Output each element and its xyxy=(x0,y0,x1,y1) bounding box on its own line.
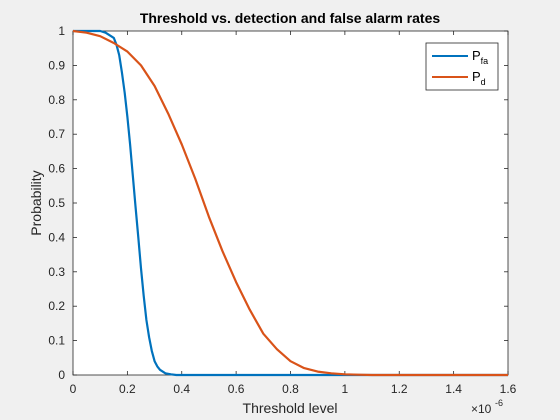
x-tick-label: 1.4 xyxy=(445,382,462,396)
x-axis-label: Threshold level xyxy=(243,400,338,416)
x-tick-label: 0 xyxy=(70,382,77,396)
y-tick-label: 0 xyxy=(58,368,65,382)
y-tick-label: 0.4 xyxy=(48,230,65,244)
series-lines xyxy=(72,29,508,377)
y-tick-label: 1 xyxy=(58,24,65,38)
x-tick-label: 0.6 xyxy=(228,382,245,396)
y-tick-label: 0.7 xyxy=(48,127,65,141)
legend-label-pd-sub: d xyxy=(481,77,486,87)
x-tick-label: 1.6 xyxy=(500,382,517,396)
y-tick-label: 0.3 xyxy=(48,265,65,279)
x-multiplier-exponent: -6 xyxy=(495,398,503,408)
x-tick-label: 1 xyxy=(342,382,349,396)
legend-label-pd: Pd xyxy=(472,69,486,87)
legend: Pfa Pd xyxy=(425,42,499,91)
y-tick-label: 0.6 xyxy=(48,162,65,176)
y-tick-label: 0.9 xyxy=(48,58,65,72)
x-multiplier-base: ×10 xyxy=(471,402,492,416)
x-tick-label: 0.4 xyxy=(173,382,190,396)
x-tick-label: 0.2 xyxy=(119,382,136,396)
chart-title: Threshold vs. detection and false alarm … xyxy=(140,10,441,26)
x-multiplier: ×10 -6 xyxy=(471,398,503,416)
legend-label-pd-main: P xyxy=(472,69,481,84)
x-tick-label: 1.2 xyxy=(391,382,408,396)
legend-label-pfa-main: P xyxy=(472,48,481,63)
y-tick-label: 0.2 xyxy=(48,299,65,313)
y-tick-label: 0.5 xyxy=(48,196,65,210)
legend-label-pfa-sub: fa xyxy=(481,56,489,66)
legend-label-pfa: Pfa xyxy=(472,48,488,66)
y-tick-label: 0.1 xyxy=(48,334,65,348)
series-line-pd xyxy=(72,29,508,377)
legend-box xyxy=(425,42,499,91)
series-line-pfa xyxy=(73,29,508,377)
x-tick-label: 0.8 xyxy=(282,382,299,396)
y-tick-label: 0.8 xyxy=(48,93,65,107)
y-axis-label: Probability xyxy=(28,170,44,235)
